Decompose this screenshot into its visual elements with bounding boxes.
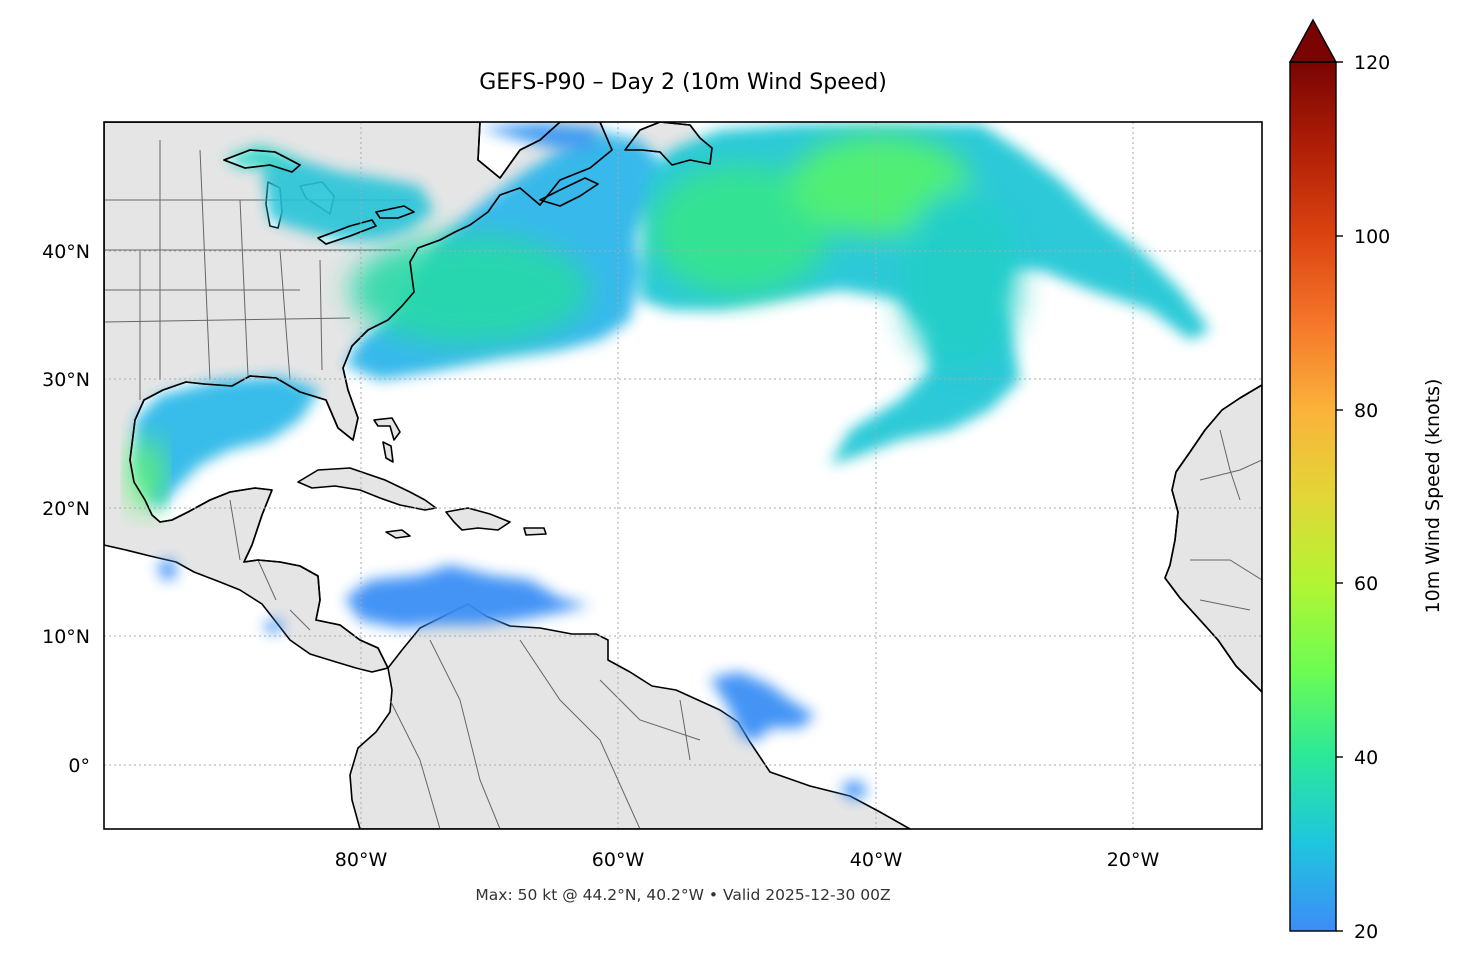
land-cuba [297, 467, 437, 511]
lon-label-60w: 60°W [592, 849, 645, 871]
lon-label-80w: 80°W [335, 849, 388, 871]
land-jamaica [385, 529, 411, 539]
map-frame [103, 121, 1263, 830]
land-hispaniola [445, 507, 511, 531]
colorbar-tick-120: 120 [1354, 52, 1390, 74]
colorbar: 20 40 60 80 100 120 10m Wind Speed (knot… [1288, 18, 1444, 943]
lat-label-40n: 40°N [42, 241, 90, 263]
land-bahamas [373, 417, 401, 441]
lon-labels: 80°W 60°W 40°W 20°W [335, 849, 1160, 871]
colorbar-tick-40: 40 [1354, 747, 1378, 769]
lat-label-0: 0° [68, 755, 90, 777]
wind-equatorial [710, 672, 815, 742]
lat-labels: 40°N 30°N 20°N 10°N 0° [42, 241, 90, 777]
lat-label-30n: 30°N [42, 369, 90, 391]
colorbar-tick-80: 80 [1354, 400, 1378, 422]
land-south-america [349, 603, 911, 829]
colorbar-tick-20: 20 [1354, 921, 1378, 943]
colorbar-tick-100: 100 [1354, 226, 1390, 248]
wind-caribbean [345, 565, 590, 628]
colorbar-tick-60: 60 [1354, 573, 1378, 595]
wind-core-center [650, 165, 830, 295]
gridlines [104, 122, 1262, 829]
political-borders [104, 140, 1262, 829]
lon-label-40w: 40°W [850, 849, 903, 871]
colorbar-label: 10m Wind Speed (knots) [1422, 379, 1444, 614]
land-puerto-rico [523, 527, 547, 536]
map-footer: Max: 50 kt @ 44.2°N, 40.2°W • Valid 2025… [475, 886, 891, 904]
map-title: GEFS-P90 – Day 2 (10m Wind Speed) [479, 70, 887, 95]
lon-label-20w: 20°W [1107, 849, 1160, 871]
colorbar-gradient [1290, 62, 1336, 931]
wind-gulf-of-mexico [135, 376, 320, 510]
coastlines [104, 122, 1262, 693]
wind-speed-field [128, 122, 1210, 800]
colorbar-extend-arrow [1288, 18, 1338, 63]
lat-label-10n: 10°N [42, 626, 90, 648]
lat-label-20n: 20°N [42, 498, 90, 520]
wind-great-lakes [262, 160, 434, 240]
